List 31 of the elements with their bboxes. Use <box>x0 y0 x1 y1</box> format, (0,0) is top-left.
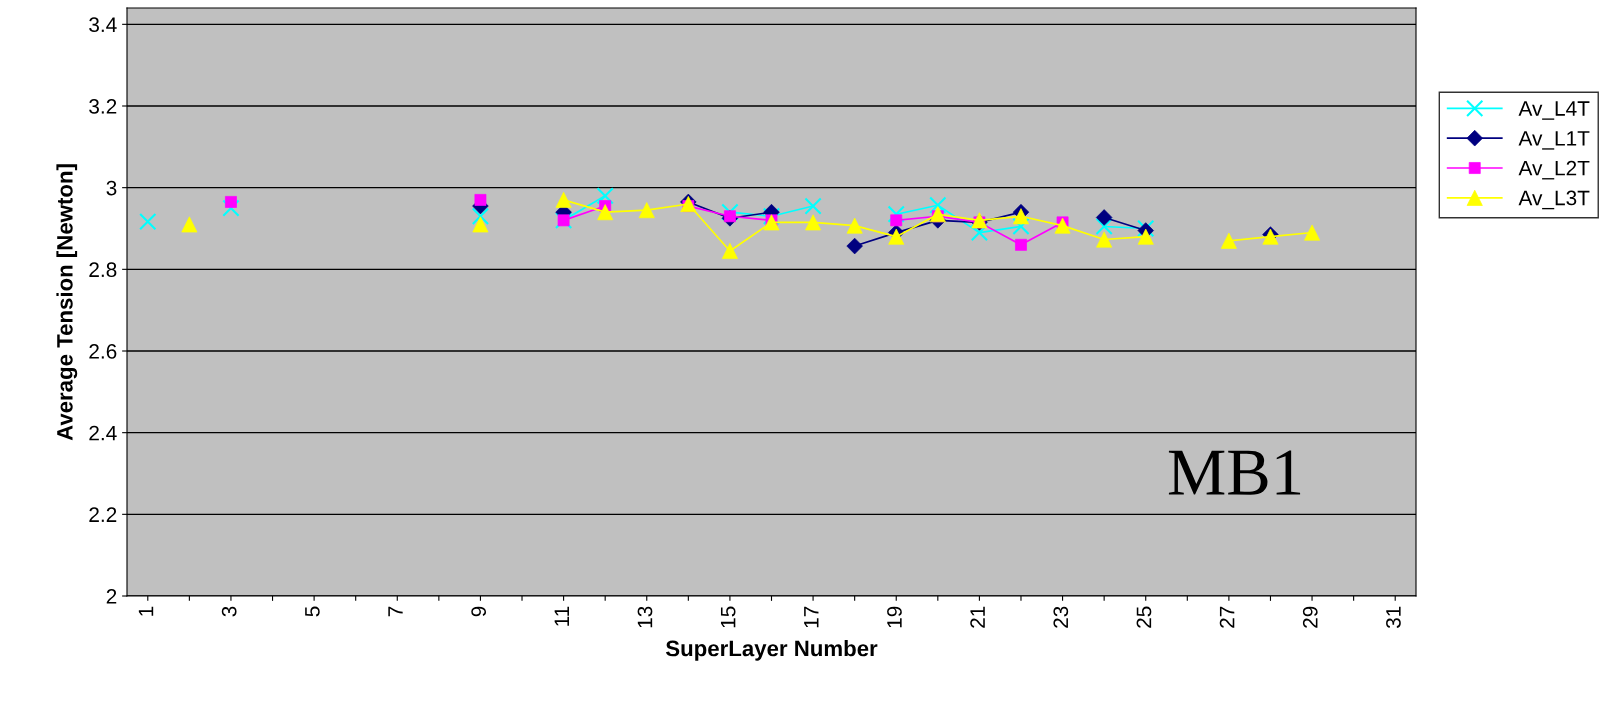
legend-label: Av_L1T <box>1518 131 1590 150</box>
y-tick-label: 3.4 <box>89 17 117 33</box>
x-tick-label: 11 <box>554 606 569 626</box>
x-tick-label: 31 <box>1386 606 1401 629</box>
y-tick-label: 2.2 <box>89 507 117 522</box>
annotation: MB1 <box>1168 450 1301 495</box>
y-tick-label: 2 <box>106 589 117 604</box>
x-tick-label: 15 <box>720 606 736 628</box>
legend-label: Av_L2T <box>1518 160 1590 180</box>
legend-label: Av_L3T <box>1518 190 1590 210</box>
x-tick-label: 5 <box>305 606 320 617</box>
x-tick-label: 23 <box>1053 606 1069 628</box>
y-tick-label: 3 <box>106 180 117 196</box>
x-tick-label: 17 <box>804 606 819 628</box>
x-tick-label: 25 <box>1136 606 1152 628</box>
y-tick-label: 2.8 <box>89 262 117 278</box>
legend-label: Av_L4T <box>1518 101 1590 120</box>
x-tick-label: 27 <box>1219 606 1235 628</box>
y-axis-title: Average Tension [Newton] <box>56 164 78 441</box>
x-tick-label: 9 <box>471 606 487 617</box>
y-tick-label: 2.4 <box>89 425 117 441</box>
x-tick-label: 1 <box>138 606 154 616</box>
y-tick-label: 2.6 <box>89 344 117 359</box>
x-tick-label: 3 <box>221 606 237 617</box>
x-tick-label: 19 <box>887 606 902 628</box>
x-tick-label: 7 <box>388 606 403 617</box>
y-tick-label: 3.2 <box>89 99 117 114</box>
x-tick-label: 29 <box>1302 606 1318 628</box>
x-tick-label: 13 <box>637 606 653 628</box>
x-tick-label: 21 <box>970 606 985 628</box>
x-axis-title: SuperLayer Number <box>665 640 878 661</box>
